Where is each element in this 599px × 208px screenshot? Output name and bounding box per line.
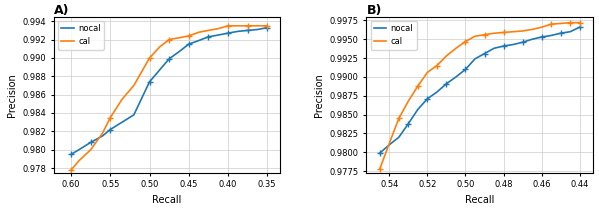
nocal — [176, 50, 183, 53]
nocal — [68, 153, 75, 156]
cal — [443, 54, 450, 57]
cal — [395, 117, 403, 120]
nocal — [138, 97, 146, 100]
cal — [99, 132, 106, 134]
nocal — [462, 68, 469, 71]
nocal — [433, 91, 440, 93]
nocal — [443, 82, 450, 85]
nocal — [547, 34, 555, 37]
nocal — [244, 29, 251, 32]
X-axis label: Recall: Recall — [153, 195, 182, 205]
nocal — [99, 135, 106, 137]
nocal — [165, 58, 173, 60]
cal — [165, 38, 173, 41]
nocal — [215, 34, 222, 36]
cal — [452, 47, 459, 50]
nocal — [452, 76, 459, 78]
nocal — [264, 26, 271, 29]
cal — [87, 149, 94, 151]
Text: B): B) — [367, 4, 382, 17]
cal — [376, 168, 383, 170]
cal — [146, 57, 153, 59]
nocal — [424, 98, 431, 100]
cal — [519, 30, 526, 32]
cal — [481, 33, 488, 36]
cal — [224, 25, 231, 27]
nocal — [471, 58, 479, 60]
nocal — [395, 136, 403, 139]
nocal — [415, 108, 422, 111]
cal — [528, 28, 536, 31]
nocal — [557, 32, 564, 35]
nocal — [481, 52, 488, 55]
nocal — [87, 141, 94, 144]
X-axis label: Recall: Recall — [465, 195, 494, 205]
nocal — [376, 152, 383, 154]
nocal — [185, 43, 192, 45]
cal — [557, 22, 564, 25]
cal — [156, 46, 164, 48]
cal — [119, 98, 126, 100]
Legend: nocal, cal: nocal, cal — [58, 21, 104, 50]
nocal — [386, 144, 393, 146]
nocal — [576, 26, 583, 28]
nocal — [130, 114, 137, 116]
cal — [68, 169, 75, 171]
cal — [547, 23, 555, 25]
nocal — [205, 36, 212, 38]
cal — [176, 36, 183, 39]
cal — [254, 25, 261, 27]
Y-axis label: Precision: Precision — [7, 73, 17, 116]
cal — [415, 85, 422, 87]
nocal — [538, 36, 545, 38]
cal — [138, 71, 146, 73]
nocal — [510, 43, 517, 46]
cal — [471, 35, 479, 37]
Line: nocal: nocal — [71, 28, 267, 154]
nocal — [75, 149, 83, 151]
nocal — [156, 69, 164, 71]
cal — [567, 21, 574, 24]
cal — [405, 100, 412, 102]
nocal — [195, 39, 202, 42]
nocal — [107, 128, 114, 131]
cal — [576, 21, 583, 24]
cal — [424, 71, 431, 74]
nocal — [254, 28, 261, 31]
cal — [244, 25, 251, 27]
cal — [205, 29, 212, 32]
cal — [462, 40, 469, 43]
nocal — [405, 122, 412, 125]
nocal — [224, 32, 231, 34]
cal — [195, 31, 202, 33]
nocal — [146, 80, 153, 83]
nocal — [567, 30, 574, 33]
Text: A): A) — [54, 4, 69, 17]
nocal — [491, 47, 498, 50]
Y-axis label: Precision: Precision — [314, 73, 324, 116]
cal — [510, 30, 517, 33]
cal — [215, 27, 222, 30]
cal — [130, 84, 137, 87]
cal — [433, 64, 440, 67]
Line: cal: cal — [380, 23, 580, 169]
nocal — [519, 41, 526, 43]
cal — [538, 26, 545, 28]
Line: nocal: nocal — [380, 27, 580, 153]
cal — [500, 31, 507, 34]
nocal — [119, 121, 126, 123]
cal — [234, 25, 241, 27]
cal — [185, 35, 192, 37]
cal — [386, 142, 393, 145]
Line: cal: cal — [71, 26, 267, 170]
cal — [491, 32, 498, 35]
cal — [107, 116, 114, 119]
nocal — [234, 30, 241, 33]
cal — [75, 160, 83, 162]
nocal — [528, 38, 536, 41]
nocal — [500, 45, 507, 47]
cal — [264, 25, 271, 27]
Legend: nocal, cal: nocal, cal — [371, 21, 417, 50]
